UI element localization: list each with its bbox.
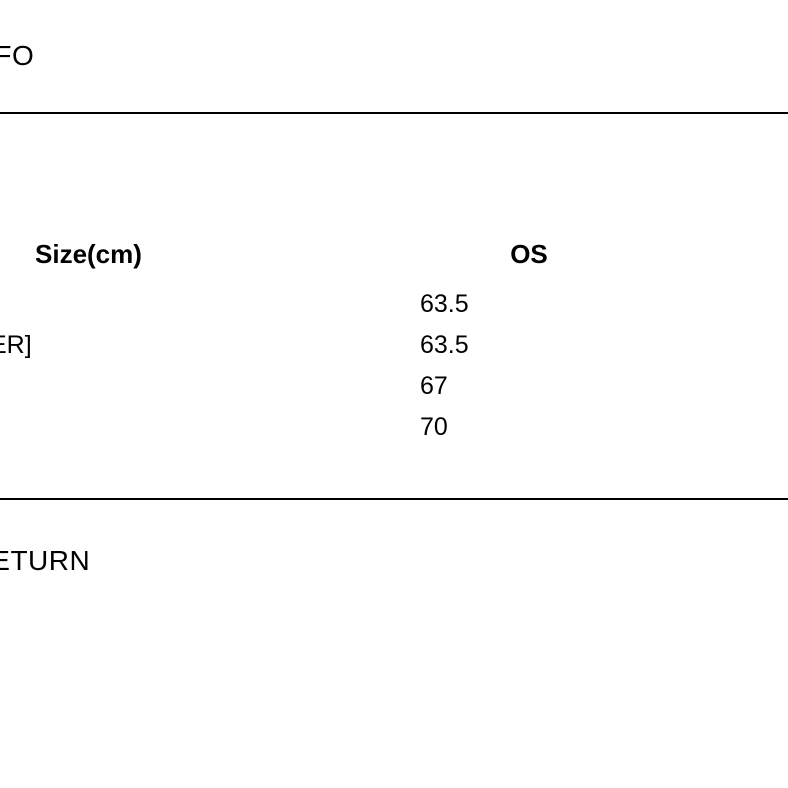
table-row: ] 70 [0,407,788,448]
measurement-value: 63.5 [420,325,788,366]
product-info-section[interactable]: T INFO [0,0,788,112]
table-row: GTH] 63.5 [0,284,788,325]
shipping-return-section[interactable]: G/RETURN [0,500,788,617]
measurement-value: 67 [420,366,788,407]
product-info-header[interactable]: T INFO [0,0,788,112]
page-container: T INFO DE Size(cm) OS GTH] 63.5 ULDER] 6… [0,0,788,788]
table-row: ULDER] 63.5 [0,325,788,366]
measurement-label: GTH] [0,284,420,325]
measurement-value: 70 [420,407,788,448]
measurement-label: ULDER] [0,325,420,366]
size-column-header: Size(cm) [0,231,420,284]
table-header-row: Size(cm) OS [0,231,788,284]
size-guide-section: DE Size(cm) OS GTH] 63.5 ULDER] 63.5 ST] [0,114,788,448]
measurement-value: 63.5 [420,284,788,325]
size-table: Size(cm) OS GTH] 63.5 ULDER] 63.5 ST] 67 [0,231,788,448]
measurement-label: ST] [0,366,420,407]
os-column-header: OS [420,231,788,284]
measurement-label: ] [0,407,420,448]
table-row: ST] 67 [0,366,788,407]
size-guide-header[interactable]: DE [0,114,788,231]
shipping-return-header[interactable]: G/RETURN [0,500,788,617]
